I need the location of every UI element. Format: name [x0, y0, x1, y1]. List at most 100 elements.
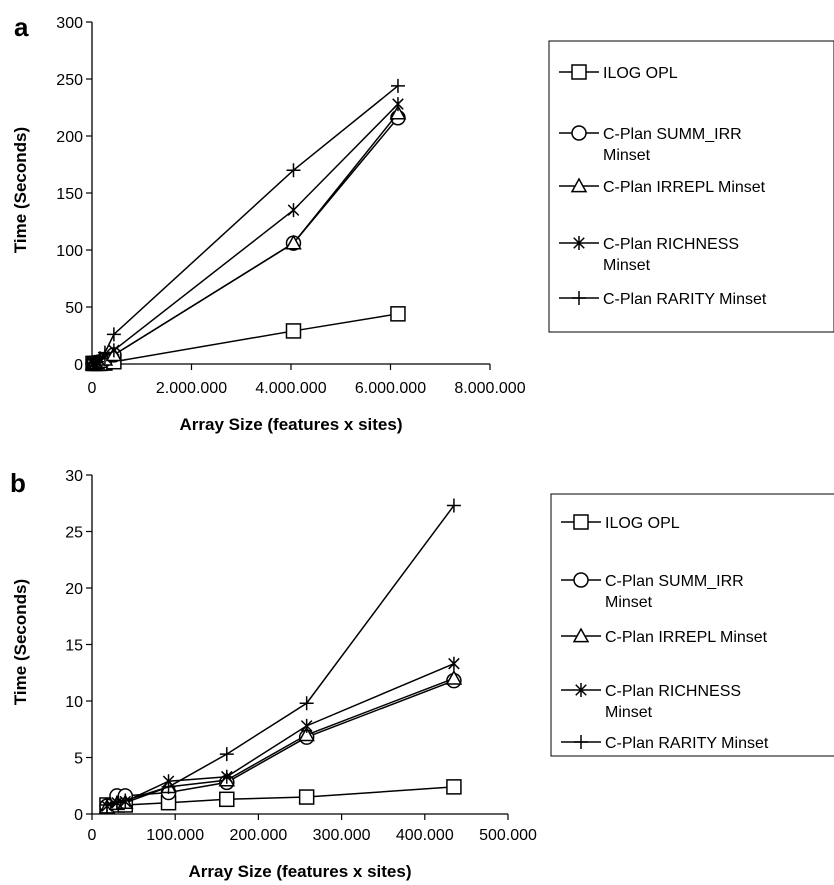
data-point-a-c-plan-rarity-minset-2: [89, 354, 104, 369]
legend-marker-b-0: [573, 514, 589, 530]
data-point-a-c-plan-richness-minset-7: [392, 97, 404, 112]
x-tick-label-a-2: 4.000.000: [255, 380, 326, 397]
data-point-a-c-plan-rarity-minset-5: [106, 327, 121, 342]
data-point-b-ilog-opl-6: [446, 779, 462, 795]
legend-label-line-b-4-0: C-Plan RARITY Minset: [605, 735, 769, 752]
series-b-c-plan-rarity-minset: [99, 498, 461, 812]
chart-panel-b: 0 100.000 200.000 300.000 400.000 500.000 0 5 10…: [11, 468, 834, 881]
x-tick-label-a-1: 2.000.000: [156, 380, 227, 397]
series-a-c-plan-richness-minset: [87, 97, 404, 371]
data-point-b-c-plan-richness-minset-4: [221, 769, 233, 784]
legend-marker-b-1: [573, 572, 589, 588]
y-tick-label-a-0: 0: [74, 357, 83, 374]
panel-label-a: a: [14, 12, 29, 42]
legend-label-a-4: C-Plan RARITY Minset: [603, 291, 767, 308]
legend-marker-b-4: [574, 735, 588, 749]
legend-marker-b-2: [572, 627, 590, 643]
data-point-a-c-plan-rarity-minset-4: [97, 345, 112, 360]
y-tick-label-b-4: 20: [65, 581, 83, 598]
x-tick-label-b-2: 200.000: [229, 827, 287, 844]
data-point-a-c-plan-irrepl-minset-6: [285, 234, 302, 250]
y-tick-label-a-1: 50: [65, 300, 83, 317]
legend-label-a-2: C-Plan IRREPL Minset: [603, 179, 766, 196]
data-point-a-c-plan-richness-minset-5: [108, 343, 120, 358]
data-point-a-ilog-opl-6: [285, 323, 302, 339]
y-tick-label-a-6: 300: [56, 15, 83, 32]
legend-marker-b-3: [575, 683, 587, 697]
legend-label-a-3: C-Plan RICHNESS Minset: [603, 236, 739, 274]
series-line-b-c-plan-richness-minset: [106, 663, 455, 807]
data-point-b-c-plan-rarity-minset-6: [446, 498, 461, 513]
data-point-a-c-plan-richness-minset-6: [287, 203, 300, 218]
data-point-a-ilog-opl-7: [390, 306, 406, 322]
legend-b: ILOG OPL C-Plan SUMM_IRR Minset C-Plan IRRE…: [550, 493, 834, 757]
y-tick-label-b-2: 10: [65, 694, 83, 711]
legend-label-line-a-0-0: ILOG OPL: [603, 65, 678, 82]
legend-label-line-b-0-0: ILOG OPL: [605, 515, 680, 532]
data-point-b-c-plan-rarity-minset-1: [109, 795, 124, 810]
legend-marker-a-0: [571, 64, 587, 80]
legend-box-b: [550, 493, 834, 757]
data-point-a-c-plan-rarity-minset-6: [286, 163, 301, 178]
x-tick-label-b-4: 400.000: [396, 827, 454, 844]
legend-label-line-a-3-0: C-Plan RICHNESS: [603, 236, 739, 253]
data-point-b-ilog-opl-5: [298, 789, 315, 805]
legend-marker-a-1: [571, 125, 587, 141]
series-b-ilog-opl: [99, 779, 462, 813]
legend-label-b-4: C-Plan RARITY Minset: [605, 735, 769, 752]
y-axis-title-b: Time (Seconds): [11, 579, 30, 705]
legend-label-line-b-2-0: C-Plan IRREPL Minset: [605, 629, 768, 646]
y-tick-label-b-5: 25: [65, 525, 83, 542]
legend-label-line-a-1-0: C-Plan SUMM_IRR: [603, 126, 742, 143]
legend-label-line-a-4-0: C-Plan RARITY Minset: [603, 291, 767, 308]
legend-label-line-b-3-1: Minset: [605, 704, 653, 721]
y-axis-title-a: Time (Seconds): [11, 127, 30, 253]
data-point-b-c-plan-richness-minset-5: [300, 718, 313, 733]
data-point-b-c-plan-rarity-minset-4: [219, 747, 234, 762]
y-tick-label-a-3: 150: [56, 186, 83, 203]
legend-label-a-1: C-Plan SUMM_IRR Minset: [603, 126, 742, 164]
x-tick-label-b-0: 0: [88, 827, 97, 844]
y-tick-label-a-2: 100: [56, 243, 83, 260]
series-a-c-plan-rarity-minset: [85, 78, 405, 371]
data-point-b-ilog-opl-4: [219, 791, 235, 808]
legend-label-a-0: ILOG OPL: [603, 65, 678, 82]
series-a-c-plan-summ-irr-minset: [85, 110, 406, 372]
data-point-b-c-plan-irrepl-minset-5: [298, 726, 315, 742]
x-tick-label-a-4: 8.000.000: [454, 380, 525, 397]
x-axis-title-a: Array Size (features x sites): [180, 415, 403, 434]
x-tick-label-a-3: 6.000.000: [355, 380, 426, 397]
series-line-a-c-plan-richness-minset: [92, 103, 399, 365]
legend-label-line-a-1-1: Minset: [603, 147, 651, 164]
data-point-a-c-plan-irrepl-minset-7: [389, 104, 407, 120]
data-point-b-c-plan-rarity-minset-0: [99, 797, 114, 812]
legend-marker-a-3: [573, 236, 585, 250]
legend-label-line-a-2-0: C-Plan IRREPL Minset: [603, 179, 766, 196]
legend-label-b-1: C-Plan SUMM_IRR Minset: [605, 573, 744, 611]
series-line-a-c-plan-summ-irr-minset: [92, 117, 399, 365]
x-tick-label-a-0: 0: [88, 380, 97, 397]
legend-label-b-0: ILOG OPL: [605, 515, 680, 532]
legend-label-line-a-3-1: Minset: [603, 257, 651, 274]
panel-label-b: b: [10, 468, 26, 498]
y-tick-label-b-3: 15: [65, 638, 83, 655]
x-tick-label-b-1: 100.000: [146, 827, 204, 844]
y-tick-label-b-0: 0: [74, 807, 83, 824]
legend-label-line-b-1-0: C-Plan SUMM_IRR: [605, 573, 744, 590]
x-tick-label-b-5: 500.000: [479, 827, 537, 844]
data-point-b-c-plan-rarity-minset-2: [118, 793, 133, 808]
y-tick-label-b-6: 30: [65, 468, 83, 485]
data-point-b-c-plan-rarity-minset-5: [299, 696, 314, 711]
legend-label-line-b-3-0: C-Plan RICHNESS: [605, 683, 741, 700]
data-point-b-c-plan-rarity-minset-3: [161, 779, 176, 794]
y-tick-label-a-4: 200: [56, 129, 83, 146]
y-tick-label-b-1: 5: [74, 751, 83, 768]
legend-label-b-3: C-Plan RICHNESS Minset: [605, 683, 741, 721]
legend-marker-a-2: [570, 177, 588, 193]
legend-label-line-b-1-1: Minset: [605, 594, 653, 611]
series-line-b-c-plan-rarity-minset: [106, 505, 455, 806]
y-tick-label-a-5: 250: [56, 72, 83, 89]
legend-marker-a-4: [572, 291, 586, 305]
legend-label-b-2: C-Plan IRREPL Minset: [605, 629, 768, 646]
